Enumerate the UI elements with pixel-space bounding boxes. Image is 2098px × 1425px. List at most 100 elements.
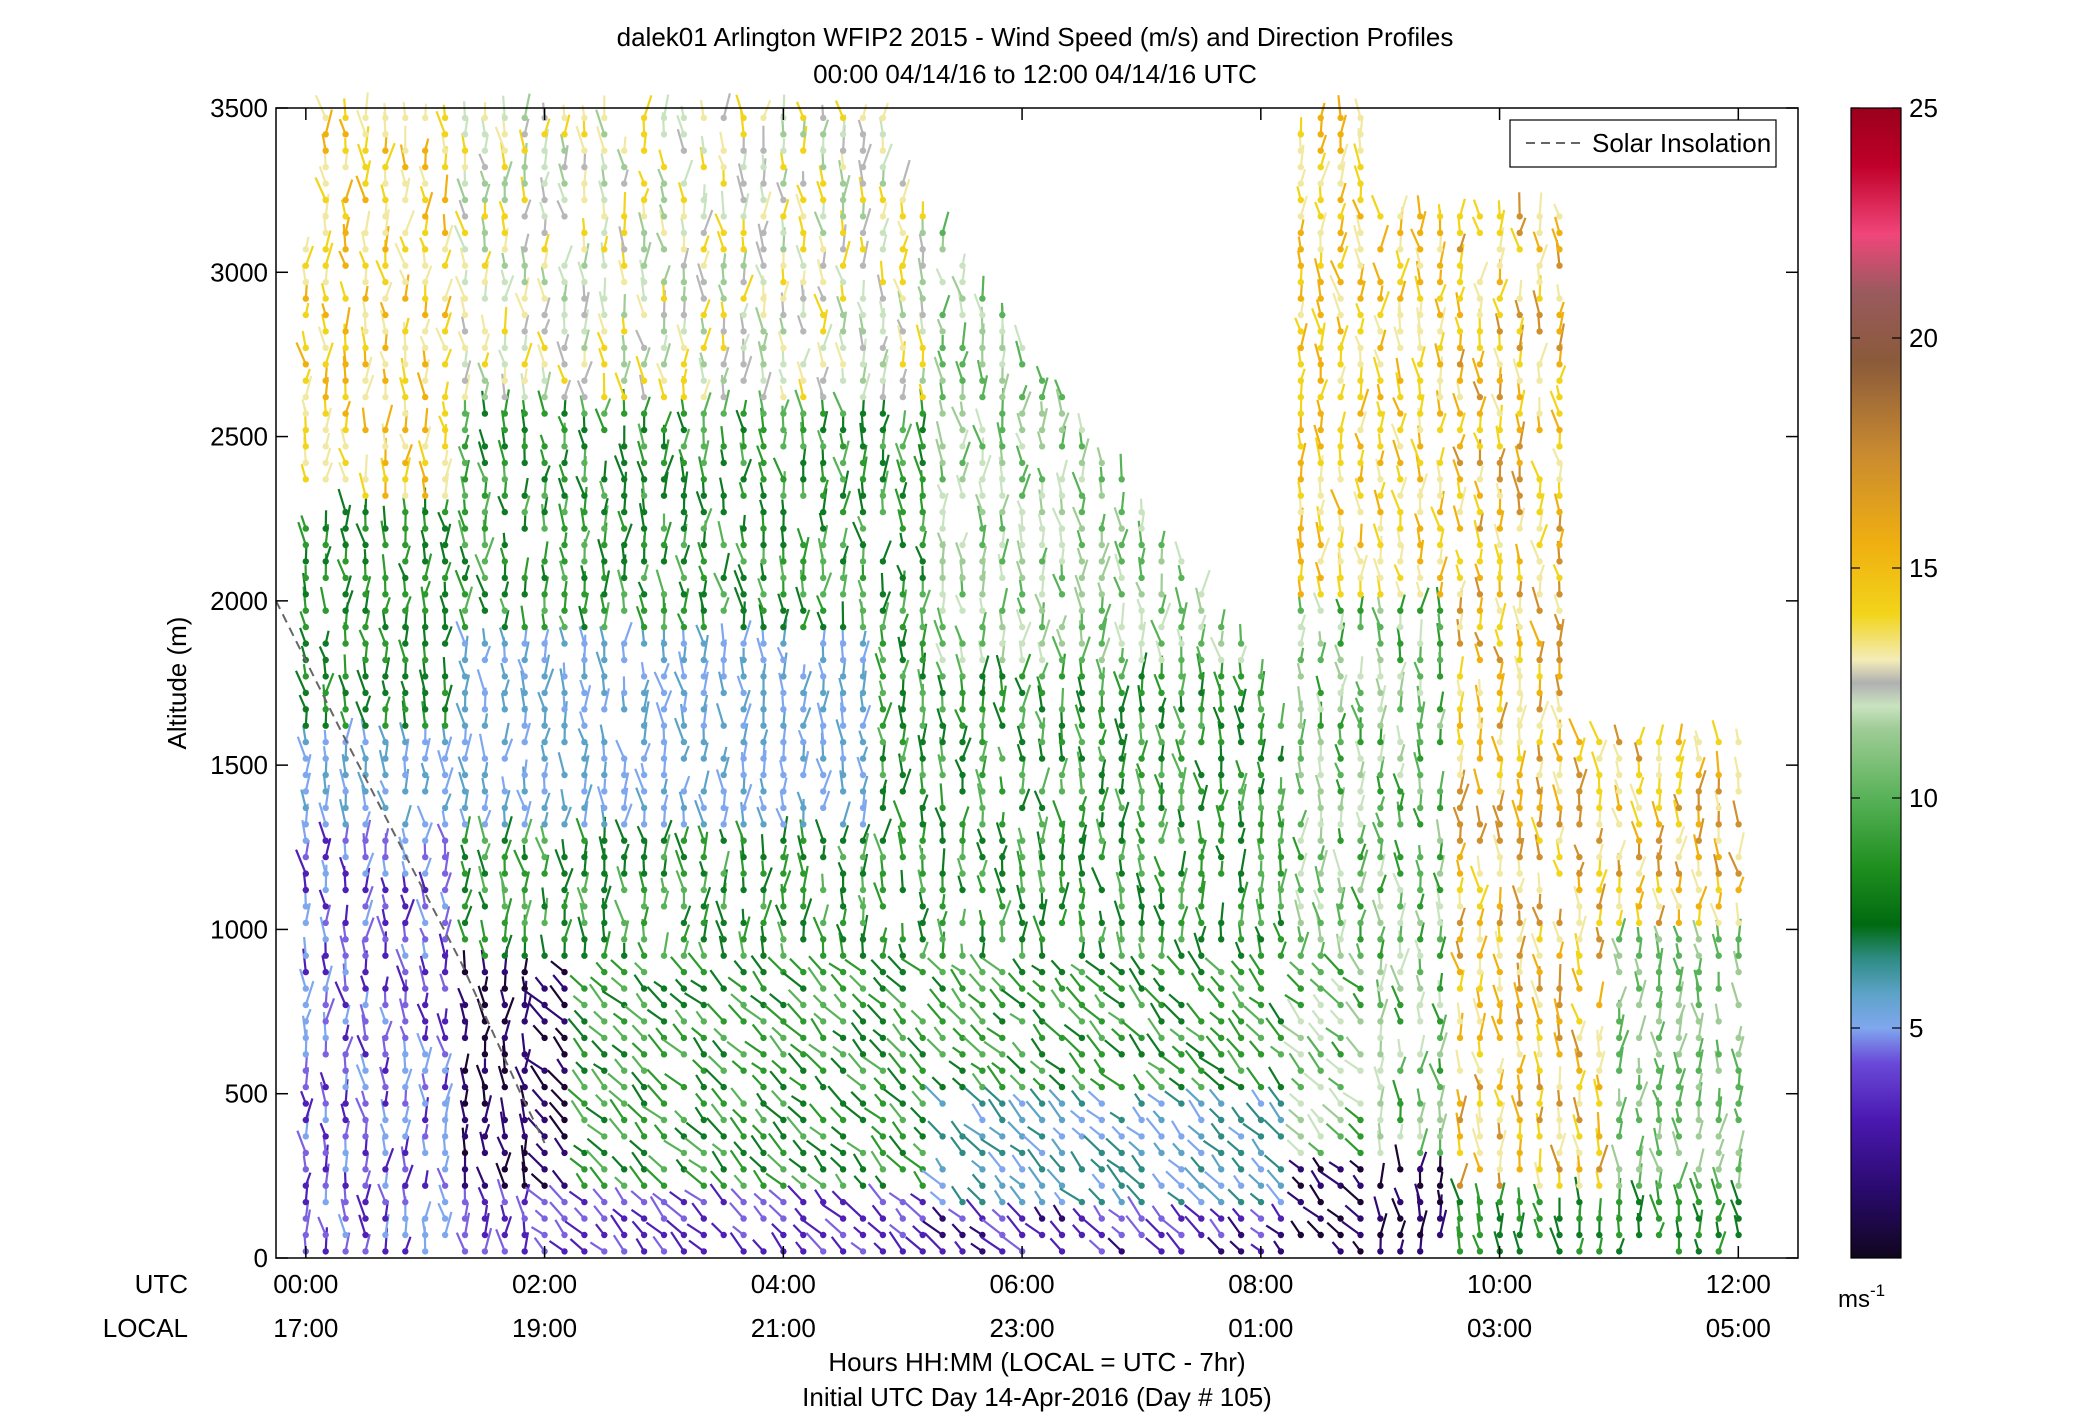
wind-barb-shaft: [402, 321, 407, 348]
wind-barb-dot: [640, 1067, 648, 1074]
wind-barb-dot: [601, 476, 608, 483]
wind-barb-dot: [680, 985, 688, 992]
wind-barb-dot: [720, 886, 727, 894]
wind-barb-dot: [760, 755, 767, 762]
wind-barb-shaft: [324, 998, 336, 1022]
wind-barb-dot: [621, 706, 628, 713]
wind-barb-dot: [660, 114, 668, 122]
wind-barb-shaft: [314, 177, 327, 201]
wind-barb-dot: [601, 1051, 608, 1058]
wind-barb-dot: [601, 410, 608, 417]
wind-barb-dot: [760, 163, 767, 171]
wind-barb-dot: [581, 837, 588, 844]
wind-barb-dot: [422, 903, 429, 910]
wind-barb-dot: [422, 640, 429, 647]
wind-barb-dot: [541, 673, 548, 680]
wind-barb-dot: [740, 640, 747, 647]
wind-barb-dot: [660, 738, 668, 746]
wind-barb-dot: [740, 558, 747, 565]
wind-barb-dot: [501, 591, 508, 598]
wind-barb-dot: [521, 1149, 528, 1157]
wind-barb-dot: [362, 1083, 369, 1091]
wind-barb-dot: [362, 1116, 369, 1124]
wind-barb-dot: [402, 196, 409, 204]
wind-barb: [302, 754, 312, 779]
wind-barb-dot: [621, 328, 628, 335]
wind-barb-dot: [760, 525, 767, 532]
wind-barb-dot: [302, 361, 309, 368]
wind-barb-dot: [382, 443, 389, 450]
wind-barb-dot: [422, 541, 429, 549]
wind-barb-dot: [362, 525, 369, 532]
wind-barb-dot: [561, 361, 568, 368]
wind-barb-dot: [581, 607, 588, 614]
wind-barb: [321, 133, 329, 154]
wind-barb-dot: [422, 574, 429, 582]
wind-barb-dot: [342, 1067, 349, 1074]
wind-barb-dot: [760, 213, 767, 220]
wind-barb-dot: [621, 1018, 628, 1025]
wind-barb: [299, 611, 309, 631]
wind-barb-dot: [362, 821, 369, 828]
wind-barb-dot: [561, 1149, 568, 1157]
wind-barb-dot: [481, 196, 489, 204]
wind-barb-dot: [720, 1067, 727, 1074]
wind-barb: [322, 342, 334, 368]
wind-barb-dot: [541, 689, 548, 697]
wind-barb-dot: [760, 492, 767, 499]
wind-barb-dot: [800, 771, 807, 779]
wind-barb-dot: [342, 443, 349, 450]
wind-barb: [302, 1098, 314, 1124]
wind-barb-dot: [541, 870, 548, 877]
wind-barb-dot: [322, 673, 329, 680]
wind-barb-dot: [800, 1198, 807, 1206]
wind-barb-dot: [760, 623, 767, 631]
wind-barb-dot: [601, 853, 608, 861]
wind-barb: [319, 1122, 329, 1140]
wind-barb-dot: [481, 1051, 489, 1058]
wind-barb-dot: [800, 426, 807, 434]
wind-barb-dot: [780, 1198, 787, 1206]
wind-barb-dot: [621, 525, 628, 532]
wind-barb-dot: [720, 689, 727, 697]
wind-barb-dot: [581, 870, 588, 877]
wind-barb-dot: [481, 328, 489, 335]
wind-barb: [337, 1213, 349, 1239]
wind-barb-dot: [481, 952, 489, 959]
wind-barb-dot: [402, 558, 409, 565]
wind-barb: [318, 646, 329, 664]
wind-barb-dot: [780, 821, 787, 828]
wind-barb: [342, 575, 352, 598]
wind-barb-dot: [362, 262, 369, 269]
wind-barb-dot: [720, 311, 727, 319]
wind-barb-dot: [541, 853, 548, 861]
wind-barb-dot: [660, 1051, 668, 1058]
wind-barb-dot: [700, 541, 707, 549]
wind-barb-dot: [640, 1198, 648, 1206]
wind-barb-dot: [601, 541, 608, 549]
wind-barb-dot: [740, 213, 747, 220]
wind-barb-dot: [800, 114, 807, 122]
chart-subtitle: 00:00 04/14/16 to 12:00 04/14/16 UTC: [813, 59, 1257, 89]
wind-barb-dot: [302, 870, 309, 877]
wind-barb-dot: [720, 607, 727, 614]
wind-barb-dot: [521, 213, 528, 220]
wind-barb-dot: [521, 771, 528, 779]
wind-barb-dot: [720, 574, 727, 582]
wind-barb-dot: [402, 968, 409, 976]
wind-barb-dot: [561, 936, 568, 943]
wind-barb-dot: [740, 755, 747, 762]
wind-barb-dot: [402, 459, 409, 467]
wind-barb-dot: [402, 1067, 409, 1074]
wind-barb-dot: [461, 410, 469, 417]
wind-barb-dot: [461, 968, 469, 976]
wind-barb-dot: [521, 1215, 528, 1222]
wind-barb-dot: [521, 344, 528, 352]
wind-barb-dot: [581, 804, 588, 812]
wind-barb-dot: [720, 1018, 727, 1025]
wind-barb-dot: [800, 1067, 807, 1074]
wind-barb-dot: [640, 870, 648, 877]
wind-barb-dot: [382, 673, 389, 680]
wind-barb-dot: [441, 1166, 449, 1173]
wind-barb-shaft: [318, 802, 327, 825]
